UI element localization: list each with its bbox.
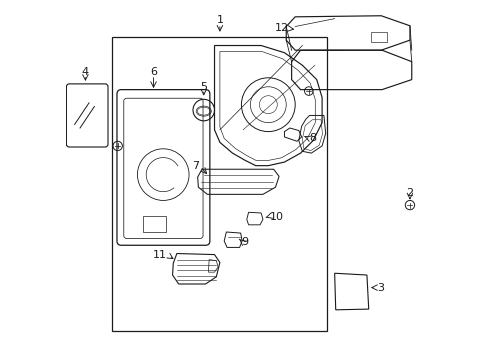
Text: 7: 7 [192,161,199,171]
Text: 6: 6 [150,67,157,77]
Text: 4: 4 [82,67,89,77]
Text: 9: 9 [242,237,248,247]
Text: 1: 1 [217,15,223,26]
Bar [112,37,327,330]
Text: 5: 5 [200,82,207,92]
Text: 3: 3 [377,283,384,293]
Text: 10: 10 [270,212,283,221]
Text: 12: 12 [274,23,289,33]
Bar [143,216,166,232]
Text: 11: 11 [153,250,167,260]
Bar [370,32,387,42]
Text: 2: 2 [406,188,414,198]
Text: 8: 8 [309,133,316,143]
